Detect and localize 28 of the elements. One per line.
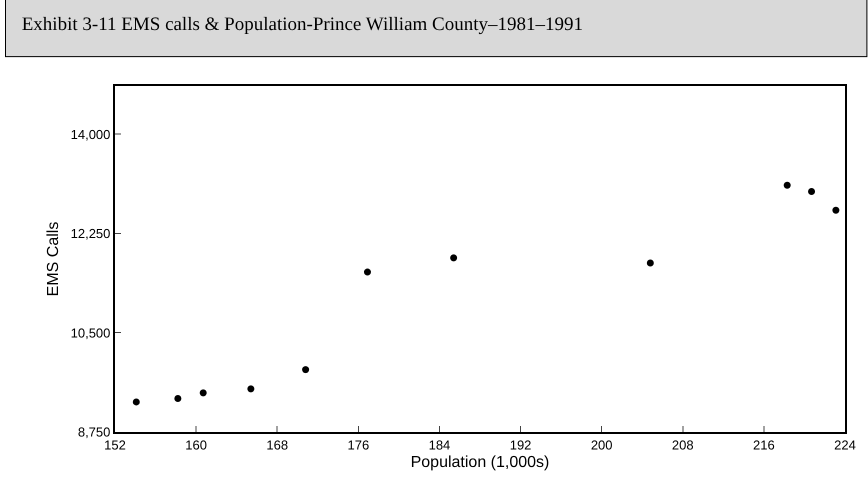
x-tick-label: 184 (428, 438, 450, 453)
y-tick-label: 10,500 (70, 325, 110, 340)
x-tick-label: 216 (753, 438, 775, 453)
point (247, 385, 254, 392)
x-tick-label: 200 (590, 438, 613, 453)
y-axis-title: EMS Calls (45, 222, 62, 296)
y-tick-label: 8,750 (78, 424, 110, 440)
x-axis-title: Population (1,000s) (410, 454, 550, 471)
point (646, 259, 654, 266)
point (200, 389, 207, 396)
point (302, 366, 310, 374)
point (364, 268, 371, 276)
point (832, 206, 840, 214)
chart-title: Exhibit 3-11 EMS calls & Population-Prince William County–1981–1991 (22, 14, 583, 36)
x-tick-label: 176 (347, 438, 370, 453)
x-tick-label: 192 (510, 438, 532, 453)
x-tick-label: 224 (834, 438, 856, 453)
point (132, 398, 140, 406)
x-tick-label: 152 (104, 438, 126, 453)
point (174, 395, 182, 402)
x-tick-label: 208 (672, 438, 694, 453)
x-tick-label: 168 (266, 438, 288, 453)
point (784, 182, 791, 189)
y-tick-label: 12,250 (70, 226, 110, 242)
y-tick-label: 14,000 (70, 126, 110, 142)
point (450, 254, 458, 262)
x-tick-label: 160 (185, 438, 207, 453)
point (808, 188, 816, 195)
